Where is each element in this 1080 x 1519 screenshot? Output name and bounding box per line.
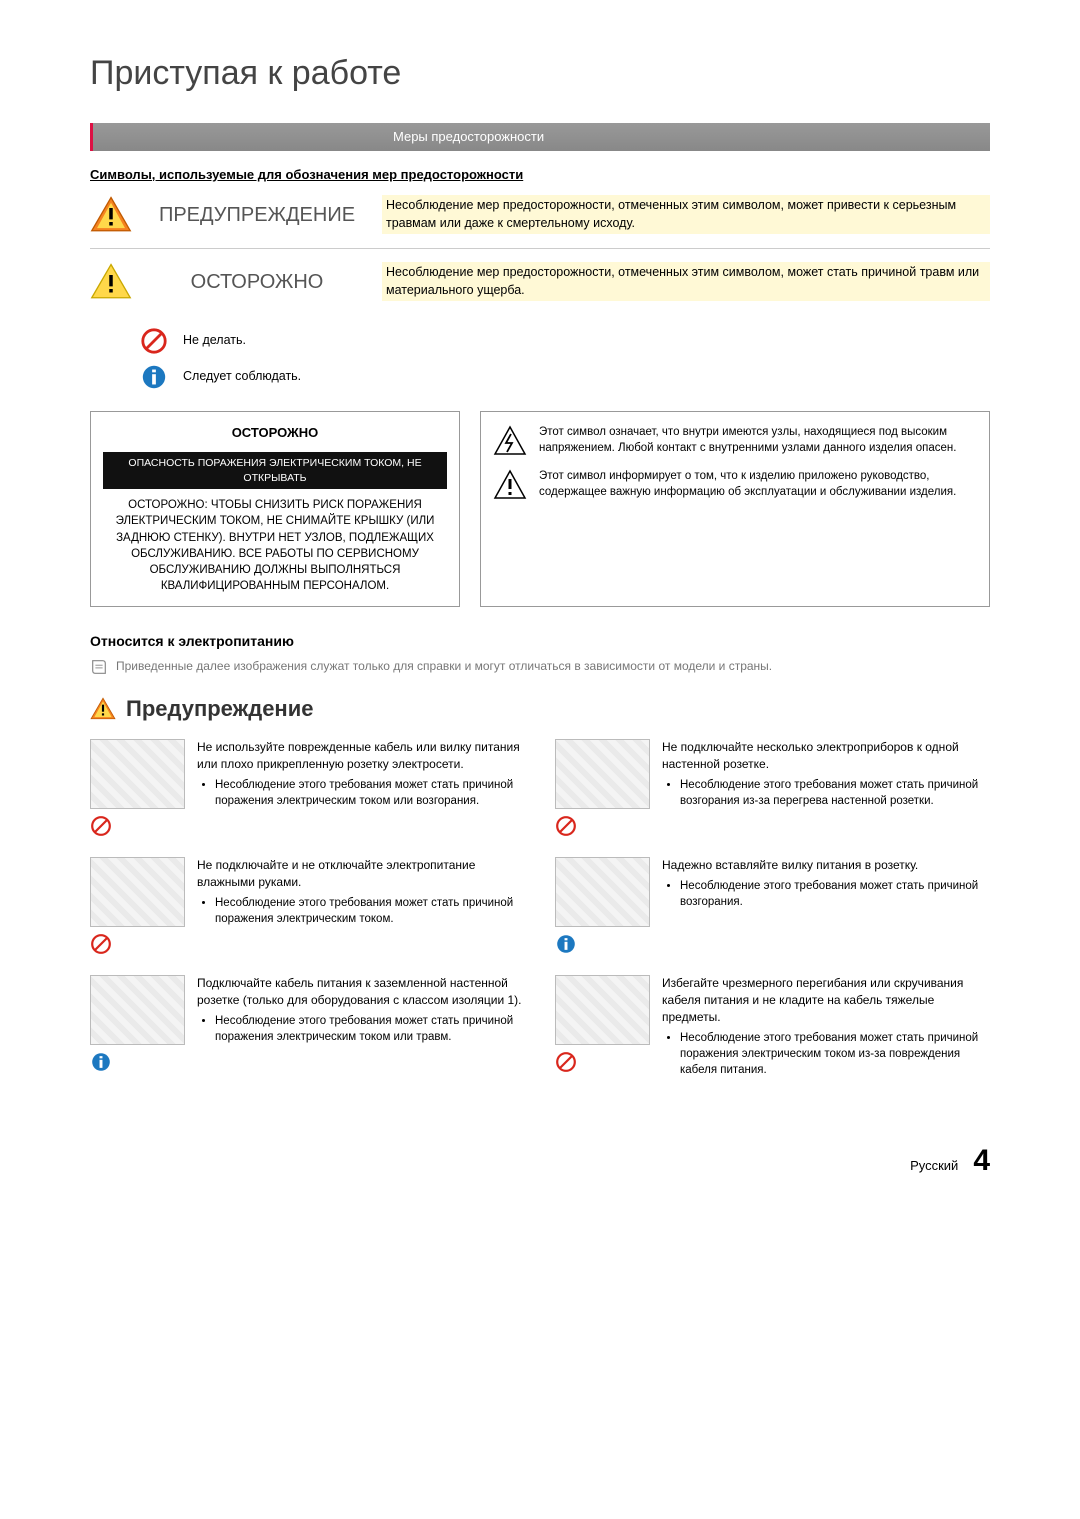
symbols-heading: Символы, используемые для обозначения ме… (90, 166, 990, 184)
exclaim-triangle-icon (493, 468, 527, 502)
prohibit-icon (555, 815, 577, 837)
items-grid: Не используйте поврежденные кабель или в… (90, 739, 990, 1080)
power-section-label: Относится к электропитанию (90, 632, 990, 652)
safety-item: Надежно вставляйте вилку питания в розет… (555, 857, 990, 955)
caution-box-body: ОСТОРОЖНО: ЧТОБЫ СНИЗИТЬ РИСК ПОРАЖЕНИЯ … (103, 497, 447, 594)
mini-row-prohibit: Не делать. (90, 327, 990, 355)
symbol-row-caution: ОСТОРОЖНО Несоблюдение мер предосторожно… (90, 261, 990, 315)
mini-text-prohibit: Не делать. (183, 332, 246, 350)
item-bullet: Несоблюдение этого требования может стат… (215, 895, 525, 927)
item-lead: Не используйте поврежденные кабель или в… (197, 739, 525, 773)
safety-item: Не подключайте и не отключайте электропи… (90, 857, 525, 955)
note-text: Приведенные далее изображения служат тол… (116, 658, 772, 676)
prohibit-icon (90, 933, 112, 955)
section-bar: Меры предосторожности (90, 123, 990, 151)
illustration-placeholder (90, 857, 185, 927)
item-lead: Не подключайте несколько электроприборов… (662, 739, 990, 773)
safety-item: Избегайте чрезмерного перегибания или ск… (555, 975, 990, 1080)
warning-triangle-icon (90, 194, 132, 236)
caution-box-bar: ОПАСНОСТЬ ПОРАЖЕНИЯ ЭЛЕКТРИЧЕСКИМ ТОКОМ,… (103, 452, 447, 489)
illustration-placeholder (555, 857, 650, 927)
footer-page-number: 4 (973, 1140, 990, 1182)
prohibit-icon (90, 815, 112, 837)
item-bullet: Несоблюдение этого требования может стат… (215, 777, 525, 809)
caution-box: ОСТОРОЖНО ОПАСНОСТЬ ПОРАЖЕНИЯ ЭЛЕКТРИЧЕС… (90, 411, 460, 607)
illustration-placeholder (555, 739, 650, 809)
item-bullet: Несоблюдение этого требования может стат… (215, 1013, 525, 1045)
footer-lang: Русский (910, 1157, 958, 1175)
warning-heading-icon (90, 696, 116, 722)
caution-desc: Несоблюдение мер предосторожности, отмеч… (382, 262, 990, 301)
prohibit-icon (555, 1051, 577, 1073)
bolt-triangle-icon (493, 424, 527, 458)
page-footer: Русский 4 (90, 1140, 990, 1182)
bolt-desc: Этот символ означает, что внутри имеются… (539, 424, 977, 458)
info-circle-icon (140, 363, 168, 391)
caution-triangle-icon (90, 261, 132, 303)
illustration-placeholder (90, 739, 185, 809)
caution-box-title: ОСТОРОЖНО (103, 424, 447, 442)
item-bullet: Несоблюдение этого требования может стат… (680, 1030, 990, 1078)
info-circle-icon (555, 933, 577, 955)
safety-item: Не используйте поврежденные кабель или в… (90, 739, 525, 837)
item-lead: Избегайте чрезмерного перегибания или ск… (662, 975, 990, 1025)
warning-heading: Предупреждение (90, 694, 990, 725)
item-lead: Не подключайте и не отключайте электропи… (197, 857, 525, 891)
mini-row-info: Следует соблюдать. (90, 363, 990, 391)
item-bullet: Несоблюдение этого требования может стат… (680, 777, 990, 809)
caution-label: ОСТОРОЖНО (147, 268, 367, 296)
safety-item: Подключайте кабель питания к заземленной… (90, 975, 525, 1080)
symbol-row-warning: ПРЕДУПРЕЖДЕНИЕ Несоблюдение мер предосто… (90, 194, 990, 249)
note-icon (90, 658, 108, 676)
item-bullet: Несоблюдение этого требования может стат… (680, 878, 990, 910)
page-title: Приступая к работе (90, 50, 990, 98)
warning-label: ПРЕДУПРЕЖДЕНИЕ (147, 201, 367, 229)
exclaim-desc: Этот символ информирует о том, что к изд… (539, 468, 977, 502)
note-row: Приведенные далее изображения служат тол… (90, 658, 990, 676)
symbols-meaning-box: Этот символ означает, что внутри имеются… (480, 411, 990, 607)
safety-item: Не подключайте несколько электроприборов… (555, 739, 990, 837)
warning-heading-text: Предупреждение (126, 694, 313, 725)
item-lead: Надежно вставляйте вилку питания в розет… (662, 857, 990, 874)
info-circle-icon (90, 1051, 112, 1073)
warning-desc: Несоблюдение мер предосторожности, отмеч… (382, 195, 990, 234)
section-bar-text: Меры предосторожности (393, 128, 544, 146)
illustration-placeholder (555, 975, 650, 1045)
item-lead: Подключайте кабель питания к заземленной… (197, 975, 525, 1009)
prohibit-icon (140, 327, 168, 355)
illustration-placeholder (90, 975, 185, 1045)
mini-text-info: Следует соблюдать. (183, 368, 301, 386)
